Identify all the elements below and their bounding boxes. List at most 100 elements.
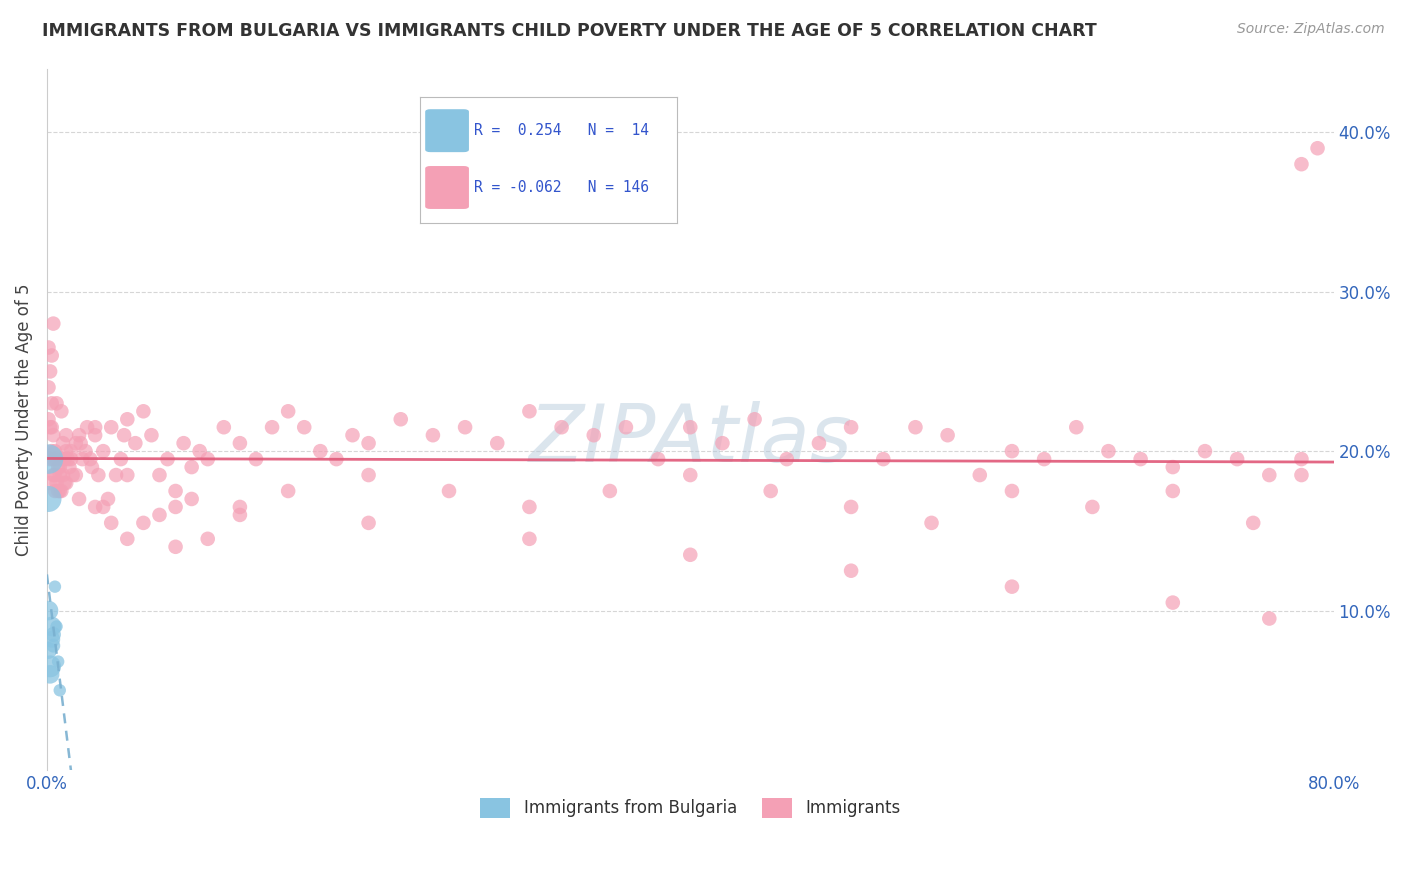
Point xyxy=(49,468,72,483)
Point xyxy=(51,483,73,498)
Point xyxy=(105,468,128,483)
Point xyxy=(46,483,69,498)
Point xyxy=(60,444,83,458)
Point xyxy=(599,483,621,498)
Point xyxy=(614,420,637,434)
Point xyxy=(229,508,252,522)
Point xyxy=(41,349,63,363)
Point xyxy=(79,452,101,467)
Point xyxy=(277,483,299,498)
Point xyxy=(42,639,65,653)
Text: IMMIGRANTS FROM BULGARIA VS IMMIGRANTS CHILD POVERTY UNDER THE AGE OF 5 CORRELAT: IMMIGRANTS FROM BULGARIA VS IMMIGRANTS C… xyxy=(42,22,1097,40)
Point xyxy=(1001,444,1024,458)
Point xyxy=(212,420,235,434)
Point xyxy=(839,420,862,434)
Point xyxy=(519,404,541,418)
Point xyxy=(37,491,59,506)
Point xyxy=(67,491,90,506)
Point xyxy=(1291,452,1313,467)
Point xyxy=(936,428,959,442)
Y-axis label: Child Poverty Under the Age of 5: Child Poverty Under the Age of 5 xyxy=(15,283,32,556)
Point xyxy=(357,516,380,530)
Point xyxy=(69,436,91,450)
Point xyxy=(37,643,59,657)
Point xyxy=(165,540,187,554)
Point xyxy=(148,468,170,483)
Point xyxy=(110,452,132,467)
Point xyxy=(53,452,76,467)
Point xyxy=(52,436,75,450)
Point xyxy=(65,436,87,450)
Point xyxy=(776,452,799,467)
Point xyxy=(245,452,267,467)
Point xyxy=(51,452,73,467)
Point xyxy=(84,428,107,442)
Point xyxy=(486,436,509,450)
Point xyxy=(80,460,103,475)
Point xyxy=(46,460,69,475)
Point xyxy=(1081,500,1104,514)
Point xyxy=(97,491,120,506)
Point xyxy=(45,476,67,491)
Point xyxy=(839,500,862,514)
Point xyxy=(1291,468,1313,483)
Text: ZIPAtlas: ZIPAtlas xyxy=(529,401,852,479)
Point xyxy=(39,667,62,681)
Point xyxy=(904,420,927,434)
Point xyxy=(342,428,364,442)
Point xyxy=(1258,468,1281,483)
Point xyxy=(173,436,195,450)
Point xyxy=(44,483,66,498)
Point xyxy=(52,468,75,483)
Point xyxy=(229,436,252,450)
Point xyxy=(1291,157,1313,171)
Point xyxy=(72,452,94,467)
Point xyxy=(357,468,380,483)
Point xyxy=(91,500,114,514)
Point xyxy=(389,412,412,426)
Point xyxy=(437,483,460,498)
Point xyxy=(42,627,65,641)
Point xyxy=(49,683,72,698)
Point xyxy=(180,491,202,506)
Point xyxy=(41,619,63,633)
Point xyxy=(872,452,894,467)
Point xyxy=(44,580,66,594)
Point xyxy=(180,460,202,475)
Point xyxy=(1097,444,1119,458)
Point xyxy=(550,420,572,434)
Point xyxy=(41,632,63,647)
Point xyxy=(744,412,766,426)
Point xyxy=(42,428,65,442)
Point xyxy=(1194,444,1216,458)
Point xyxy=(84,500,107,514)
Point xyxy=(41,396,63,410)
Text: Source: ZipAtlas.com: Source: ZipAtlas.com xyxy=(1237,22,1385,37)
Point xyxy=(679,420,702,434)
Point xyxy=(124,436,146,450)
Point xyxy=(45,619,67,633)
Point xyxy=(42,317,65,331)
Point xyxy=(1161,596,1184,610)
Point xyxy=(39,476,62,491)
Point xyxy=(262,420,284,434)
Point xyxy=(117,468,139,483)
Point xyxy=(519,500,541,514)
Point xyxy=(87,468,110,483)
Point xyxy=(156,452,179,467)
Point xyxy=(454,420,477,434)
Point xyxy=(41,444,63,458)
Point xyxy=(188,444,211,458)
Point xyxy=(325,452,347,467)
Point xyxy=(55,428,77,442)
Point xyxy=(56,452,79,467)
Point xyxy=(132,516,155,530)
Point xyxy=(519,532,541,546)
Point xyxy=(839,564,862,578)
Point xyxy=(39,364,62,378)
Point xyxy=(969,468,991,483)
Point xyxy=(229,500,252,514)
Point xyxy=(679,548,702,562)
Point xyxy=(759,483,782,498)
Point xyxy=(100,516,122,530)
